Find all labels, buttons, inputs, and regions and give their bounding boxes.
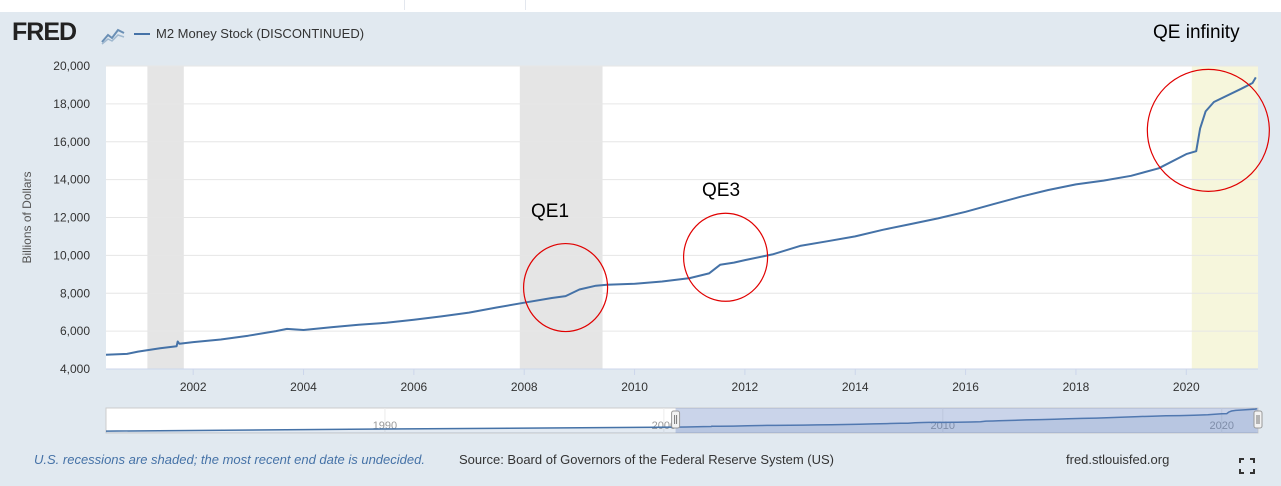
legend-swatch xyxy=(134,32,150,35)
legend-series-label: M2 Money Stock (DISCONTINUED) xyxy=(156,26,365,41)
recession-note: U.S. recessions are shaded; the most rec… xyxy=(34,452,425,467)
fullscreen-icon[interactable] xyxy=(1239,458,1255,474)
source-text: Source: Board of Governors of the Federa… xyxy=(459,452,834,467)
y-tick-label: 16,000 xyxy=(53,135,90,149)
annotation-circle-1 xyxy=(522,242,609,333)
y-tick-label: 4,000 xyxy=(60,362,90,376)
fred-graph-icon xyxy=(100,24,126,46)
series-line xyxy=(105,76,1257,356)
y-tick-label: 20,000 xyxy=(53,59,90,73)
navigator-handle-right[interactable] xyxy=(1253,410,1263,429)
tab-separator xyxy=(404,0,405,10)
y-tick-label: 8,000 xyxy=(60,286,90,300)
x-tick-label: 2018 xyxy=(1063,380,1090,394)
navigator-handle-left[interactable] xyxy=(671,410,681,429)
annotation-circle-2 xyxy=(682,212,769,302)
x-tick-label: 2010 xyxy=(621,380,648,394)
x-tick-label: 2014 xyxy=(842,380,869,394)
navigator-tick-label: 2000 xyxy=(652,420,676,432)
top-strip xyxy=(0,0,1281,12)
x-tick-label: 2006 xyxy=(401,380,428,394)
x-tick-label: 2012 xyxy=(732,380,759,394)
y-axis-label: Billions of Dollars xyxy=(20,171,34,263)
navigator-tick-label: 2020 xyxy=(1209,420,1233,432)
y-tick-label: 6,000 xyxy=(60,324,90,338)
navigator-line xyxy=(105,408,1258,432)
y-tick-label: 10,000 xyxy=(53,248,90,262)
x-tick-label: 2008 xyxy=(511,380,538,394)
navigator-area xyxy=(106,408,1257,433)
x-tick-label: 2004 xyxy=(290,380,317,394)
annotation-qe3: QE3 xyxy=(702,180,741,201)
fred-logo[interactable]: FRED xyxy=(12,18,77,46)
y-tick-label: 14,000 xyxy=(53,173,90,187)
chart-legend: M2 Money Stock (DISCONTINUED) xyxy=(134,26,364,41)
annotation-qe1: QE1 xyxy=(531,201,570,222)
tab-separator xyxy=(525,0,526,10)
x-tick-label: 2020 xyxy=(1173,380,1200,394)
fred-url-link[interactable]: fred.stlouisfed.org xyxy=(1066,452,1170,467)
y-tick-label: 18,000 xyxy=(53,97,90,111)
x-tick-label: 2016 xyxy=(952,380,979,394)
y-tick-label: 12,000 xyxy=(53,211,90,225)
navigator-selection[interactable] xyxy=(675,408,1258,433)
annotation-circle-3 xyxy=(1146,68,1270,192)
x-tick-label: 2002 xyxy=(180,380,207,394)
annotation-qe-infinity: QE infinity xyxy=(1153,22,1240,43)
